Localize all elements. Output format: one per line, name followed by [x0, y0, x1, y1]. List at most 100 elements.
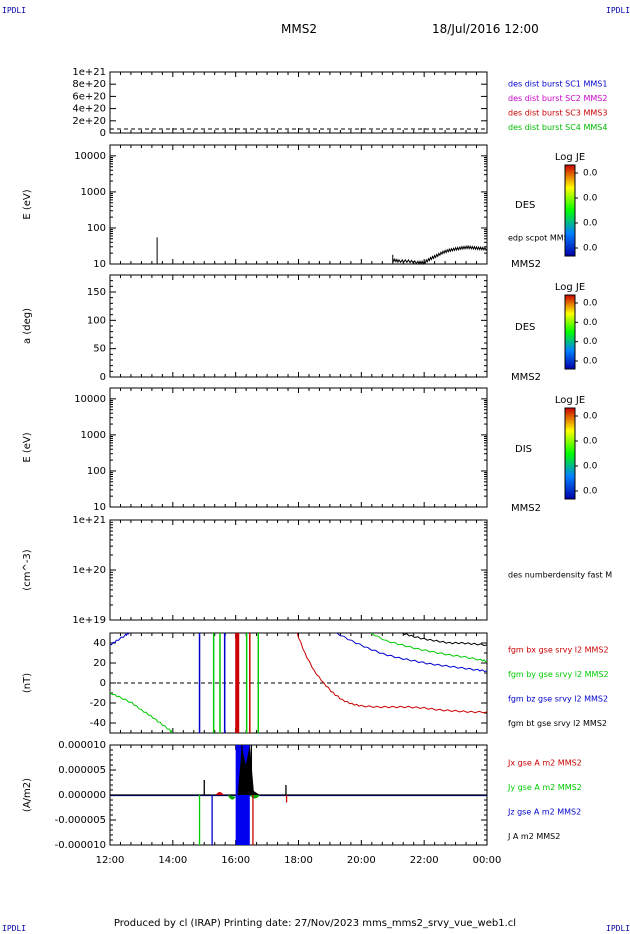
y-tick-label: 1e+21	[72, 515, 106, 526]
colorbar-tick-label: 0.0	[583, 412, 598, 422]
colorbar-tick-label: 0.0	[583, 487, 598, 497]
colorbar-tick-label: 0.0	[583, 318, 598, 328]
colorbar-title: Log JE	[555, 282, 585, 293]
burst-band	[235, 633, 240, 733]
colorbar-tick-label: 0.0	[583, 357, 598, 367]
panel-3-frame	[109, 274, 488, 378]
spacecraft-label: MMS2	[511, 503, 541, 514]
y-tick-label: 20	[93, 658, 106, 669]
corner-label-top-left: IPDLI	[2, 6, 27, 15]
colorbar-title: Log JE	[555, 395, 585, 406]
legend-entry: fgm by gse srvy l2 MMS2	[508, 670, 609, 679]
colorbar-tick-label: 0.0	[583, 462, 598, 472]
colorbar-tick-label: 0.0	[583, 169, 598, 179]
series-line	[336, 633, 487, 673]
y-tick-label: 100	[87, 223, 106, 234]
x-tick-label: 16:00	[221, 855, 250, 866]
colorbar-tick-label: 0.0	[583, 299, 598, 309]
y-tick-label: 100	[87, 315, 106, 326]
legend-entry: fgm bt gse srvy l2 MMS2	[508, 719, 607, 728]
y-tick-label: 0	[100, 372, 106, 383]
y-axis-label: (nT)	[22, 673, 33, 693]
y-tick-label: 10	[93, 502, 106, 513]
y-tick-label: 10000	[74, 394, 106, 405]
y-axis-label: (cm^-3)	[22, 549, 33, 590]
colorbar	[564, 164, 576, 257]
line-label: des numberdensity fast M	[508, 571, 612, 580]
colorbar	[564, 407, 576, 500]
corner-label-bottom-right: IPDLI	[606, 924, 630, 933]
y-tick-label: 4e+20	[72, 104, 106, 115]
y-tick-label: 1000	[81, 430, 106, 441]
instrument-label: DES	[515, 322, 535, 333]
y-tick-label: 100	[87, 466, 106, 477]
x-tick-label: 12:00	[96, 855, 125, 866]
datetime-title: 18/Jul/2016 12:00	[432, 22, 539, 36]
jy-lobe	[249, 795, 260, 799]
x-tick-label: 14:00	[158, 855, 187, 866]
panel-2-frame	[109, 144, 488, 265]
legend-entry: fgm bx gse srvy l2 MMS2	[508, 646, 609, 655]
jy-lobe	[227, 795, 236, 800]
legend-entry: Jx gse A m2 MMS2	[507, 759, 582, 768]
spacecraft-label: MMS2	[511, 259, 541, 270]
y-tick-label: 0	[100, 678, 106, 689]
y-tick-label: -20	[90, 698, 106, 709]
x-tick-label: 18:00	[284, 855, 313, 866]
legend-entry: des dist burst SC4 MMS4	[508, 123, 607, 132]
legend-entry: des dist burst SC2 MMS2	[508, 94, 607, 103]
panel-4-frame	[109, 387, 488, 508]
legend-entry: J A m2 MMS2	[507, 832, 560, 841]
y-tick-label: 50	[93, 344, 106, 355]
x-tick-label: 22:00	[410, 855, 439, 866]
y-tick-label: 1e+21	[72, 67, 106, 78]
colorbar-tick-label: 0.0	[583, 437, 598, 447]
instrument-label: DIS	[515, 444, 532, 455]
spacecraft-label: MMS2	[511, 372, 541, 383]
y-axis-label: E (eV)	[22, 189, 33, 219]
y-tick-label: 1000	[81, 187, 106, 198]
y-tick-label: 10000	[74, 151, 106, 162]
y-tick-label: -40	[90, 718, 106, 729]
scpot-line	[392, 244, 488, 265]
y-tick-label: 1e+19	[72, 615, 106, 626]
y-axis-label: E (eV)	[22, 432, 33, 462]
spacecraft-title: MMS2	[281, 22, 317, 36]
legend-entry: des dist burst SC3 MMS3	[508, 109, 607, 118]
y-axis-label: (A/m2)	[22, 778, 33, 812]
y-tick-label: 8e+20	[72, 79, 106, 90]
colorbar-title: Log JE	[555, 152, 585, 163]
colorbar	[564, 294, 576, 370]
y-tick-label: 0.000010	[58, 740, 106, 751]
x-tick-label: 00:00	[473, 855, 502, 866]
y-tick-label: -0.000010	[55, 840, 106, 851]
y-tick-label: 10	[93, 259, 106, 270]
colorbar-tick-label: 0.0	[583, 244, 598, 254]
y-tick-label: -0.000005	[55, 815, 106, 826]
x-tick-label: 20:00	[347, 855, 376, 866]
panel-1-frame	[109, 71, 488, 134]
y-tick-label: 0.000000	[58, 790, 106, 801]
legend-entry: des dist burst SC1 MMS1	[508, 80, 607, 89]
y-axis-label: a (deg)	[22, 308, 33, 344]
y-tick-label: 1e+20	[72, 565, 106, 576]
colorbar-tick-label: 0.0	[583, 337, 598, 347]
series-line	[296, 633, 487, 714]
y-tick-label: 0	[100, 128, 106, 139]
panel-5-frame	[109, 519, 488, 621]
y-tick-label: 150	[87, 287, 106, 298]
y-tick-label: 40	[93, 638, 106, 649]
series-line	[402, 633, 487, 647]
panel-7-plot	[110, 745, 487, 845]
instrument-label: DES	[515, 200, 535, 211]
series-line	[370, 633, 487, 663]
panel-6-plot	[110, 633, 487, 733]
colorbar-tick-label: 0.0	[583, 194, 598, 204]
jx-lobe	[215, 792, 224, 795]
line-label: edp scpot MMS2	[508, 234, 574, 243]
legend-entry: Jz gse A m2 MMS2	[507, 808, 581, 817]
series-line	[110, 691, 173, 733]
legend-entry: Jy gse A m2 MMS2	[507, 783, 582, 792]
y-tick-label: 0.000005	[58, 765, 106, 776]
legend-entry: fgm bz gse srvy l2 MMS2	[508, 695, 608, 704]
